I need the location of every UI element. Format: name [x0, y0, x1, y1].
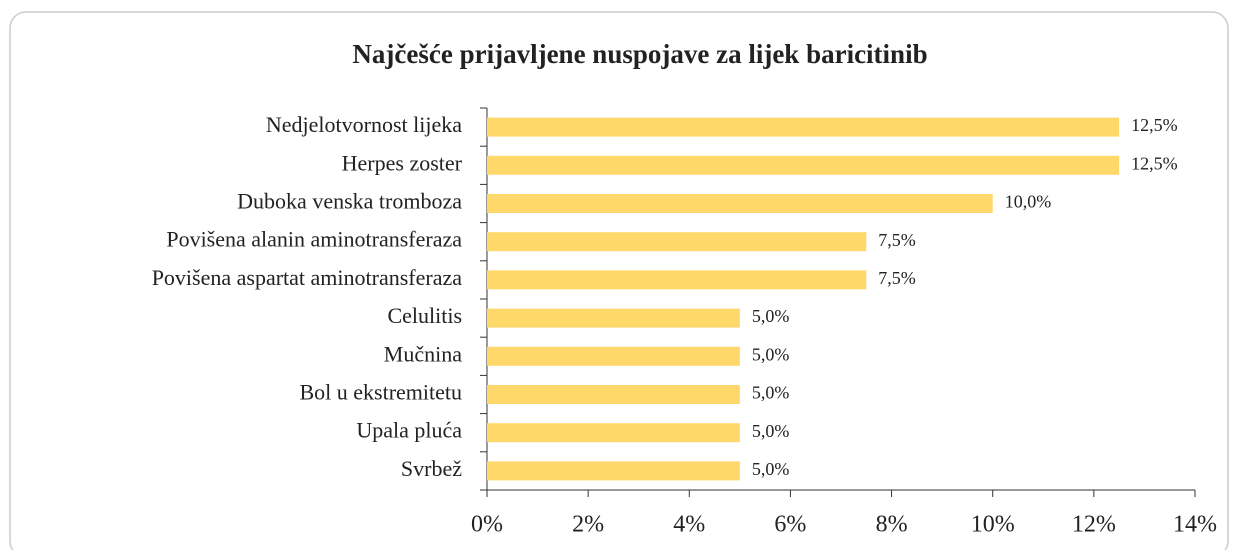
bar	[487, 194, 993, 213]
y-tick-label: Svrbež	[401, 456, 462, 481]
value-label: 5,0%	[752, 344, 790, 364]
y-tick-label: Upala pluća	[356, 418, 462, 443]
y-tick-label: Nedjelotvornost lijeka	[266, 112, 462, 137]
bar	[487, 423, 740, 443]
value-label: 7,5%	[878, 230, 916, 250]
bar	[487, 385, 740, 404]
bar	[487, 232, 867, 252]
bar	[487, 270, 867, 290]
value-label: 5,0%	[752, 459, 790, 479]
x-tick-label: 6%	[774, 512, 806, 538]
y-tick-label: Povišena aspartat aminotransferaza	[152, 265, 463, 290]
y-tick-label: Herpes zoster	[342, 150, 463, 175]
bar	[487, 308, 740, 328]
bar	[487, 346, 740, 366]
x-tick-label: 8%	[876, 512, 908, 538]
x-tick-label: 0%	[471, 512, 503, 538]
y-tick-label: Celulitis	[387, 303, 462, 328]
x-tick-label: 12%	[1072, 512, 1116, 538]
bar	[487, 461, 740, 481]
value-label: 12,5%	[1131, 153, 1178, 173]
y-tick-label: Mučnina	[384, 341, 462, 366]
bar	[487, 155, 1120, 175]
value-label: 5,0%	[752, 421, 790, 441]
value-label: 7,5%	[878, 268, 916, 288]
x-tick-label: 2%	[572, 512, 604, 538]
value-label: 5,0%	[752, 306, 790, 326]
value-label: 12,5%	[1131, 115, 1178, 135]
y-tick-label: Bol u ekstremitetu	[299, 380, 462, 405]
bar	[487, 117, 1120, 137]
y-tick-label: Duboka venska tromboza	[237, 189, 462, 214]
x-tick-label: 10%	[971, 512, 1015, 538]
y-tick-label: Povišena alanin aminotransferaza	[166, 227, 462, 252]
x-tick-label: 14%	[1173, 512, 1217, 538]
chart-title: Najčešće prijavljene nuspojave za lijek …	[352, 39, 927, 69]
x-tick-label: 4%	[673, 512, 705, 538]
value-label: 5,0%	[752, 383, 790, 403]
value-label: 10,0%	[1005, 192, 1052, 212]
